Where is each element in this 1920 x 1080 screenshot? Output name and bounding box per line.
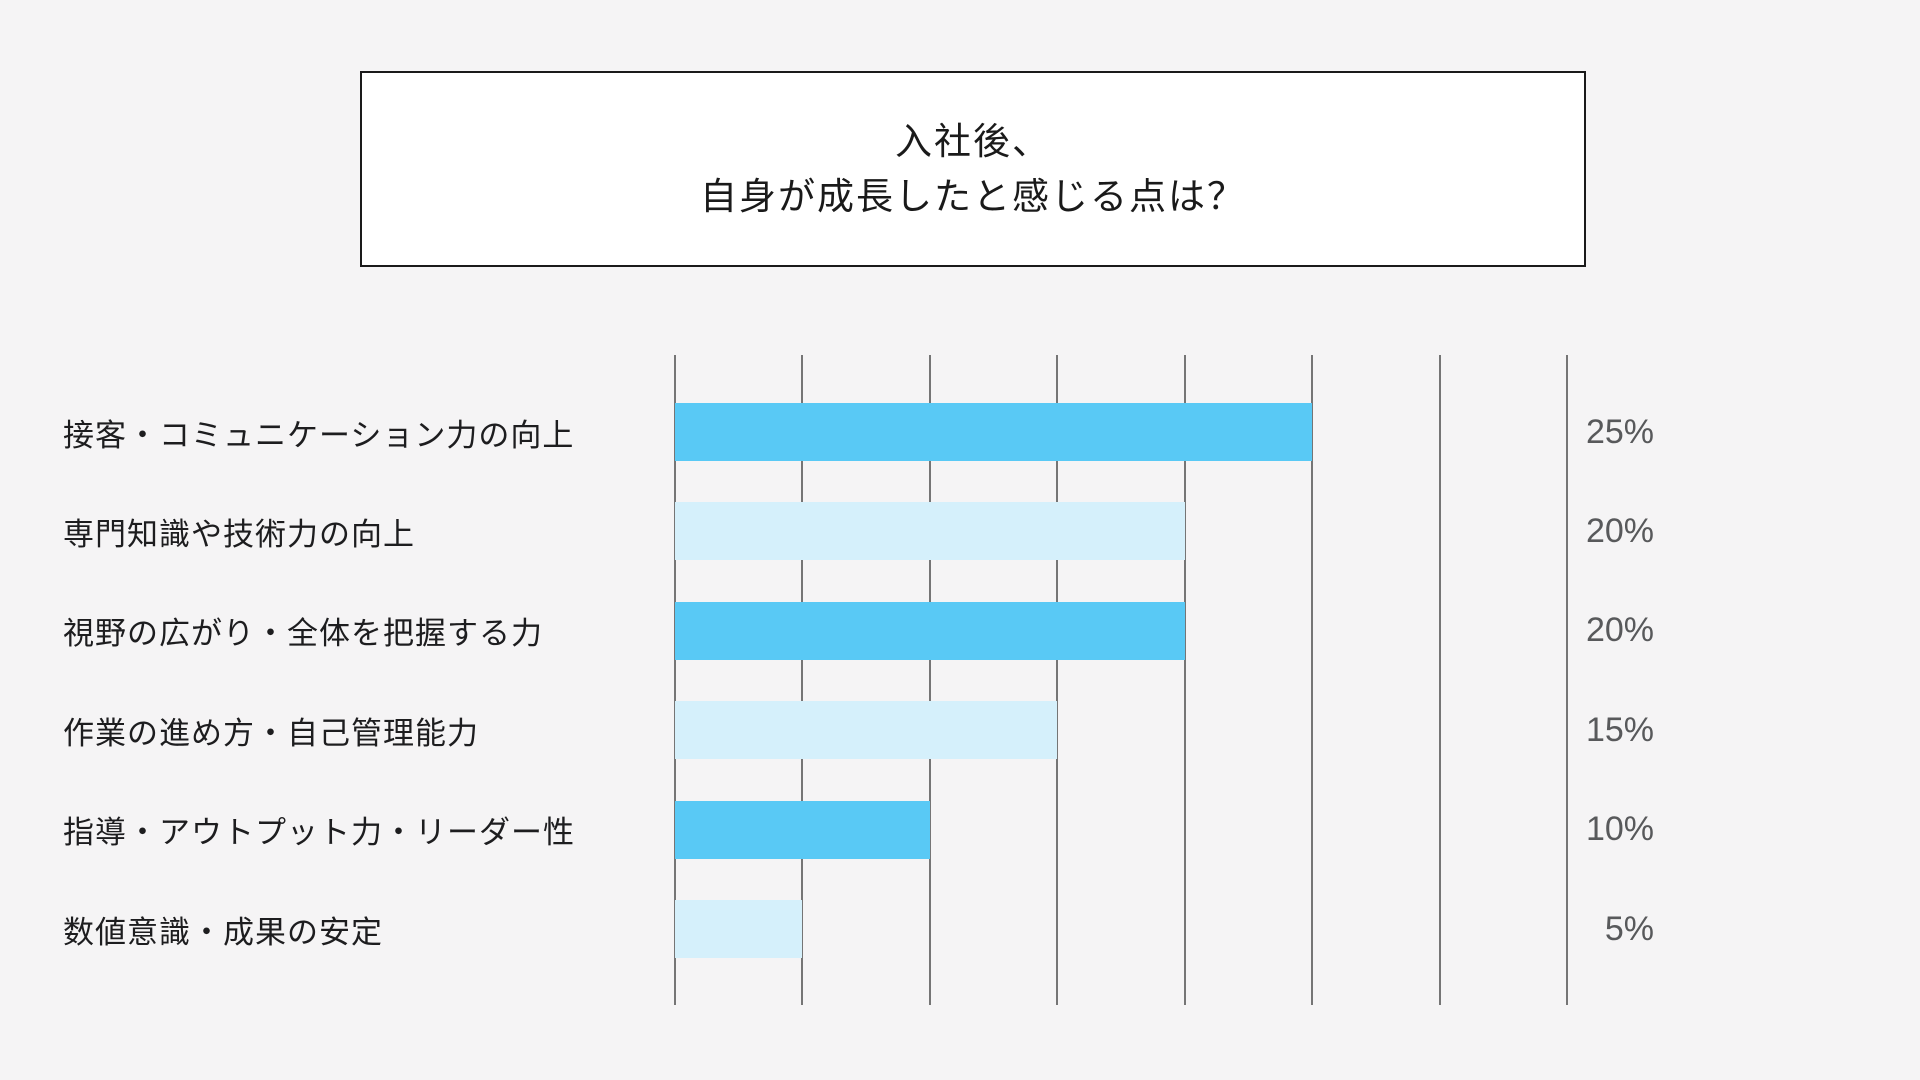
category-label: 作業の進め方・自己管理能力 [63, 715, 479, 751]
bar [675, 900, 803, 958]
gridline [1566, 355, 1568, 1005]
gridline [1056, 355, 1059, 1005]
gridline [801, 355, 804, 1005]
gridline [1438, 355, 1441, 1005]
chart-title-line-1: 入社後、 [895, 120, 1051, 162]
value-label: 25% [1585, 412, 1654, 451]
value-label: 10% [1585, 810, 1654, 849]
value-label: 15% [1585, 710, 1654, 749]
category-label: 接客・コミュニケーション力の向上 [63, 417, 575, 453]
value-label: 20% [1585, 511, 1654, 550]
bar [675, 601, 1185, 660]
gridline [674, 355, 676, 1005]
category-label: 数値意識・成果の安定 [63, 914, 383, 950]
chart-title-line-2: 自身が成長したと感じる点は？ [700, 176, 1246, 217]
bar [675, 502, 1185, 561]
bar [675, 800, 930, 859]
bar [675, 701, 1058, 760]
gridline [1183, 355, 1186, 1005]
category-label: 視野の広がり・全体を把握する力 [63, 616, 543, 652]
gridline [1311, 355, 1314, 1005]
bar [675, 403, 1313, 461]
category-label: 指導・アウトプット力・リーダー性 [63, 815, 575, 851]
title-box: 入社後、 自身が成長したと感じる点は？ [360, 71, 1586, 267]
category-label: 専門知識や技術力の向上 [63, 516, 415, 552]
gridline [928, 355, 931, 1005]
value-label: 20% [1585, 611, 1654, 650]
value-label: 5% [1604, 909, 1654, 948]
